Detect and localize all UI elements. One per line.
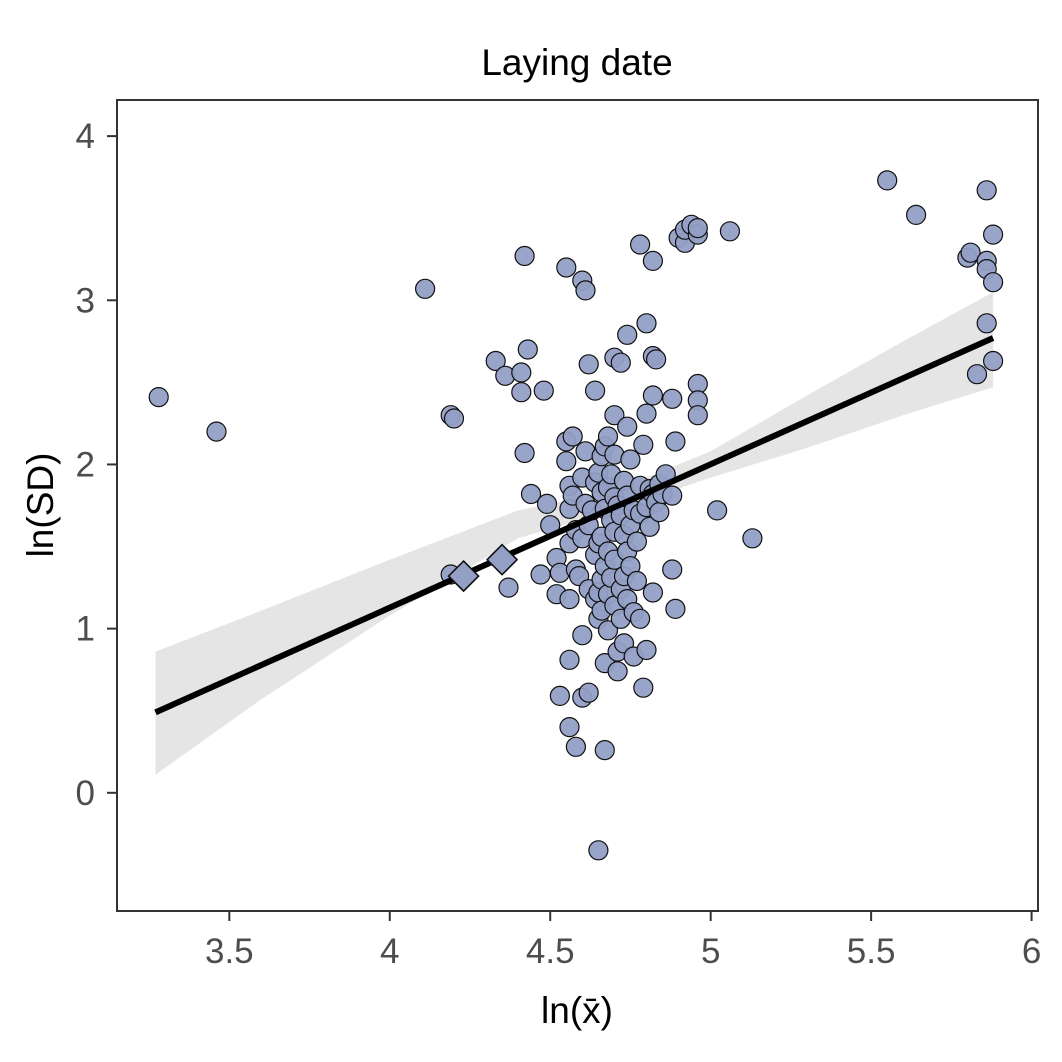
data-point (633, 434, 654, 455)
data-point (533, 380, 554, 401)
data-point (642, 582, 664, 603)
data-point (687, 405, 708, 426)
data-point (604, 405, 625, 426)
data-point (607, 661, 628, 682)
data-point (578, 354, 599, 375)
data-point (662, 388, 683, 409)
data-point (706, 500, 728, 521)
diamond-points-layer (447, 543, 519, 593)
data-point (549, 685, 571, 707)
data-point (575, 280, 596, 301)
data-point (719, 221, 741, 242)
data-points-layer (148, 170, 1004, 861)
data-point (530, 564, 551, 585)
data-point (626, 531, 648, 552)
data-point (976, 180, 997, 201)
data-point (633, 677, 654, 698)
data-point (559, 716, 580, 738)
data-point (517, 339, 538, 360)
data-point (620, 449, 641, 470)
data-point (982, 272, 1004, 293)
y-tick-label: 3 (76, 281, 95, 320)
data-point (665, 431, 686, 452)
data-point (562, 426, 583, 447)
data-point (645, 349, 667, 370)
data-point (636, 639, 657, 661)
data-point (617, 416, 638, 437)
data-point (443, 408, 465, 429)
chart-title: Laying date (481, 42, 672, 83)
regression-line (154, 335, 995, 716)
diamond-point (485, 543, 519, 576)
data-point (877, 170, 898, 191)
data-point (905, 204, 927, 225)
data-point (597, 426, 619, 447)
data-point (565, 736, 587, 757)
data-point (578, 682, 599, 703)
data-point (520, 483, 542, 505)
x-tick-label: 6 (1022, 932, 1041, 971)
x-axis-title: ln(x̄) (541, 990, 613, 1031)
diamond-point (447, 559, 480, 593)
x-tick-label: 3.5 (205, 932, 254, 971)
data-point (960, 242, 981, 263)
data-point (982, 224, 1004, 245)
data-point (662, 485, 683, 506)
y-axis-title: ln(SD) (20, 453, 61, 558)
x-axis-ticks: 3.5 4 4.5 5 5.5 6 (205, 911, 1041, 971)
data-point (665, 598, 686, 620)
confidence-band (155, 292, 994, 775)
data-point (572, 625, 593, 646)
data-point (966, 364, 988, 385)
data-point (415, 278, 436, 299)
data-point (636, 313, 657, 334)
data-point (636, 403, 657, 424)
data-point (556, 257, 577, 278)
data-point (626, 570, 648, 592)
data-point (148, 387, 169, 408)
data-point (642, 385, 664, 406)
data-point (511, 362, 532, 383)
y-tick-label: 4 (76, 117, 95, 156)
data-point (617, 324, 638, 345)
plot-panel-border (116, 99, 1039, 912)
data-point (976, 313, 997, 334)
y-tick-label: 1 (76, 610, 95, 649)
y-tick-label: 2 (76, 445, 95, 484)
data-point (559, 649, 580, 670)
x-tick-label: 5.5 (847, 932, 896, 971)
data-point (629, 234, 651, 255)
data-point (498, 577, 519, 598)
data-point (649, 501, 670, 523)
confidence-band-layer (155, 292, 994, 775)
data-point (588, 840, 609, 861)
data-point (642, 250, 664, 271)
x-tick-label: 4 (380, 932, 399, 971)
data-point (514, 245, 535, 267)
data-point (742, 528, 763, 549)
data-point (687, 218, 708, 239)
data-point (536, 493, 558, 514)
y-tick-label: 0 (76, 774, 95, 813)
fit-line-layer (154, 335, 995, 716)
x-tick-label: 4.5 (526, 932, 575, 971)
data-point (556, 451, 577, 472)
data-point (639, 516, 660, 537)
x-tick-label: 5 (701, 932, 720, 971)
data-point (594, 739, 615, 761)
data-point (514, 442, 535, 464)
y-axis-ticks: 0 1 2 3 4 (76, 117, 117, 813)
data-point (597, 620, 619, 641)
data-point (511, 382, 532, 403)
data-point (982, 350, 1004, 372)
data-point (559, 588, 580, 610)
data-point (629, 608, 651, 629)
data-point (662, 559, 683, 580)
data-point (206, 421, 227, 442)
data-point (610, 352, 631, 373)
data-point (584, 380, 606, 401)
data-point (485, 350, 506, 372)
